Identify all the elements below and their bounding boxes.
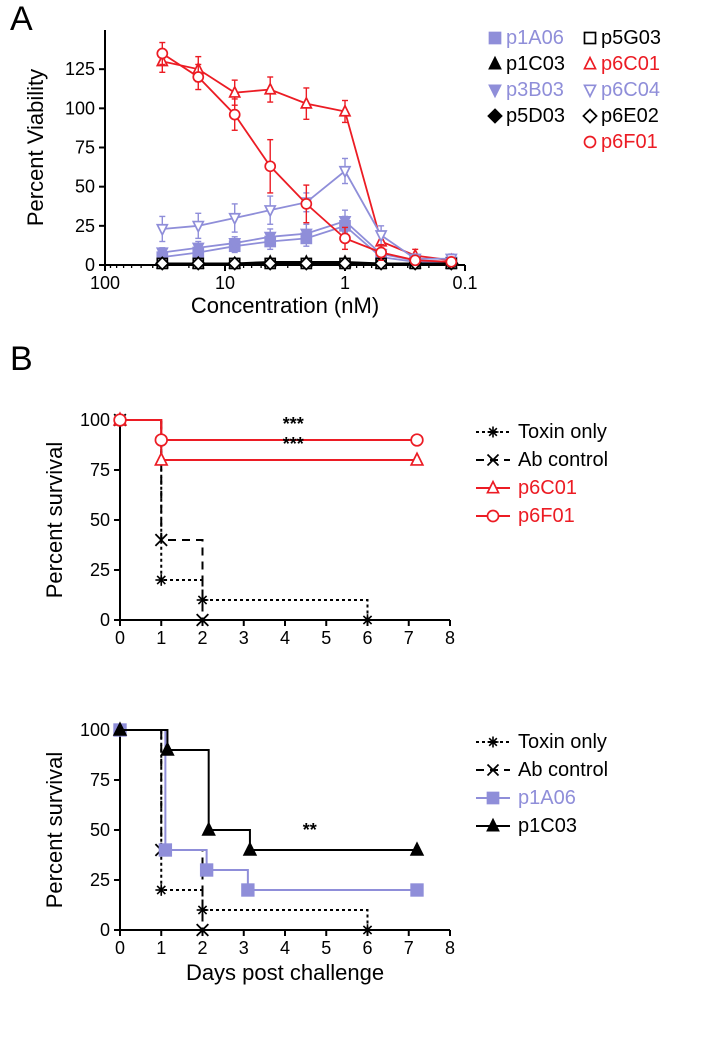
legend-toxin: Toxin only <box>476 731 607 753</box>
svg-text:100: 100 <box>90 273 120 293</box>
svg-text:7: 7 <box>404 628 414 648</box>
svg-text:0.1: 0.1 <box>452 273 477 293</box>
svg-text:100: 100 <box>65 98 95 118</box>
svg-text:100: 100 <box>80 410 110 430</box>
svg-text:p3B03: p3B03 <box>506 79 564 101</box>
svg-text:50: 50 <box>90 820 110 840</box>
legend-toxin: Toxin only <box>476 421 607 443</box>
svg-text:Ab control: Ab control <box>518 759 608 781</box>
legend-p6E02: p6E02 <box>583 105 658 127</box>
legend-p3B03: p3B03 <box>490 79 564 101</box>
svg-text:p6F01: p6F01 <box>518 505 575 527</box>
svg-text:6: 6 <box>362 628 372 648</box>
svg-text:p6C04: p6C04 <box>601 79 660 101</box>
svg-text:0: 0 <box>115 628 125 648</box>
legend-p6C01: p6C01 <box>476 477 577 499</box>
svg-text:1: 1 <box>156 938 166 958</box>
svg-text:p1C03: p1C03 <box>506 53 565 75</box>
svg-text:Ab control: Ab control <box>518 449 608 471</box>
svg-text:75: 75 <box>75 138 95 158</box>
svg-text:25: 25 <box>90 870 110 890</box>
figure-container: A 02550751001251001010.1Concentration (n… <box>0 0 710 1050</box>
legend-p1A06: p1A06 <box>476 787 576 809</box>
svg-text:Toxin only: Toxin only <box>518 421 607 443</box>
legend-p6C01: p6C01 <box>585 53 660 75</box>
svg-text:**: ** <box>303 820 317 840</box>
panel-b-top-chart: 0 25 50 75 100 0 1 2 3 4 5 6 7 8 Percent survival *****… <box>0 400 710 700</box>
svg-text:1: 1 <box>340 273 350 293</box>
svg-text:100: 100 <box>80 720 110 740</box>
legend-p5G03: p5G03 <box>585 27 662 49</box>
svg-text:25: 25 <box>90 560 110 580</box>
legend-p5D03: p5D03 <box>488 105 565 127</box>
svg-text:0: 0 <box>85 255 95 275</box>
svg-text:1: 1 <box>156 628 166 648</box>
svg-text:4: 4 <box>280 938 290 958</box>
panel-label-b: B <box>10 340 33 379</box>
legend-p1C03: p1C03 <box>490 53 565 75</box>
svg-text:Toxin only: Toxin only <box>518 731 607 753</box>
legend-p1C03: p1C03 <box>476 815 577 837</box>
svg-text:0: 0 <box>100 610 110 630</box>
svg-text:p6C01: p6C01 <box>518 477 577 499</box>
svg-text:p5G03: p5G03 <box>601 27 661 49</box>
svg-text:***: *** <box>283 414 304 434</box>
svg-text:0: 0 <box>115 938 125 958</box>
svg-text:p1C03: p1C03 <box>518 815 577 837</box>
svg-text:p5D03: p5D03 <box>506 105 565 127</box>
svg-text:8: 8 <box>445 628 455 648</box>
svg-text:5: 5 <box>321 628 331 648</box>
svg-text:Concentration (nM): Concentration (nM) <box>191 293 379 318</box>
svg-text:3: 3 <box>239 628 249 648</box>
svg-text:10: 10 <box>215 273 235 293</box>
svg-text:p6F01: p6F01 <box>601 131 658 153</box>
legend-p1A06: p1A06 <box>490 27 564 49</box>
svg-text:3: 3 <box>239 938 249 958</box>
legend-abctrl: Ab control <box>476 449 608 471</box>
svg-text:2: 2 <box>197 628 207 648</box>
panel-b-bottom-chart: 0 25 50 75 100 0 1 2 3 4 5 6 7 8 Percent survival Days … <box>0 710 710 1030</box>
svg-text:4: 4 <box>280 628 290 648</box>
svg-text:25: 25 <box>75 216 95 236</box>
svg-text:p6C01: p6C01 <box>601 53 660 75</box>
svg-text:8: 8 <box>445 938 455 958</box>
svg-text:75: 75 <box>90 460 110 480</box>
svg-text:125: 125 <box>65 59 95 79</box>
legend-p6F01: p6F01 <box>585 131 658 153</box>
legend-p6C04: p6C04 <box>585 79 660 101</box>
panel-a-chart: 0 25 50 75 100 125 100 10 1 0.1 Concentration (nM)… <box>0 10 710 330</box>
svg-text:6: 6 <box>362 938 372 958</box>
svg-text:50: 50 <box>75 177 95 197</box>
svg-text:p1A06: p1A06 <box>518 787 576 809</box>
svg-text:5: 5 <box>321 938 331 958</box>
svg-text:7: 7 <box>404 938 414 958</box>
svg-text:p6E02: p6E02 <box>601 105 659 127</box>
series-p6F01 <box>114 414 423 446</box>
svg-text:Percent survival: Percent survival <box>42 752 67 909</box>
legend-abctrl: Ab control <box>476 759 608 781</box>
legend-p6F01: p6F01 <box>476 505 575 527</box>
svg-text:0: 0 <box>100 920 110 940</box>
svg-text:50: 50 <box>90 510 110 530</box>
svg-text:Percent survival: Percent survival <box>42 442 67 599</box>
svg-text:2: 2 <box>197 938 207 958</box>
svg-text:p1A06: p1A06 <box>506 27 564 49</box>
svg-text:***: *** <box>283 434 304 454</box>
svg-text:Days post challenge: Days post challenge <box>186 960 384 985</box>
series-toxin <box>114 414 373 626</box>
svg-text:Percent Viability: Percent Viability <box>23 69 48 226</box>
svg-text:75: 75 <box>90 770 110 790</box>
